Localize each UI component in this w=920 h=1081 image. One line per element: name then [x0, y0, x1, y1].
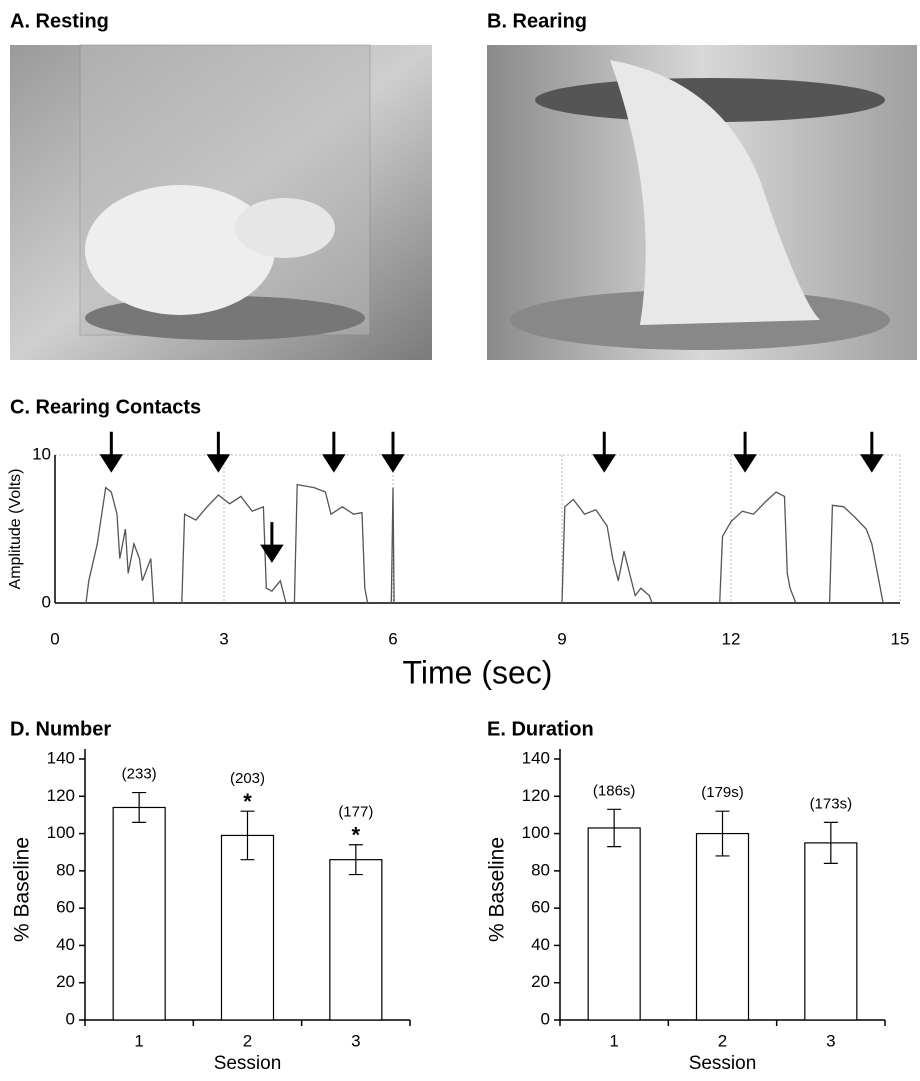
- panel-label: B. Rearing: [487, 10, 587, 32]
- x-tick-label: 1: [609, 1031, 618, 1050]
- y-axis-label: % Baseline: [11, 837, 34, 942]
- arrow: [860, 431, 884, 473]
- x-tick-label: 3: [351, 1031, 360, 1050]
- y-tick-label: 80: [531, 860, 550, 879]
- x-tick-label: 12: [722, 629, 741, 648]
- error-bar: [132, 791, 147, 823]
- panel-label: A. Resting: [10, 10, 109, 32]
- y-tick-label: 140: [522, 748, 550, 767]
- y-tick-label: 140: [47, 748, 75, 767]
- y-tick-label: 0: [42, 592, 51, 611]
- x-tick-label: 15: [891, 629, 910, 648]
- y-tick-label: 100: [522, 823, 550, 842]
- y-tick-label: 20: [56, 972, 75, 991]
- arrow: [322, 431, 346, 473]
- x-tick-label: 9: [557, 629, 566, 648]
- y-tick-label: 0: [66, 1009, 75, 1028]
- y-tick-label: 40: [56, 935, 75, 954]
- bar: [220, 834, 275, 1021]
- x-axis-label: Time (sec): [403, 654, 553, 690]
- count-label: (177): [338, 804, 373, 821]
- count-label: (186s): [593, 782, 636, 799]
- bar: [695, 832, 750, 1021]
- significance-mark: *: [352, 823, 361, 848]
- error-bar: [348, 844, 363, 876]
- chart-title: C. Rearing Contacts: [10, 396, 201, 418]
- x-tick-label: 3: [219, 629, 228, 648]
- y-tick-label: 120: [522, 786, 550, 805]
- y-tick-label: 20: [531, 972, 550, 991]
- count-label: (179s): [701, 784, 744, 801]
- arrow: [206, 431, 231, 473]
- photo-rearing: [487, 45, 917, 360]
- x-axis-label: Session: [689, 1053, 757, 1074]
- y-axis-label: % Baseline: [486, 837, 509, 942]
- arrow: [592, 431, 616, 473]
- x-tick-label: 0: [50, 629, 59, 648]
- error-bar: [823, 821, 838, 864]
- y-tick-label: 100: [47, 823, 75, 842]
- error-bar: [715, 810, 730, 857]
- y-tick-label: 60: [56, 898, 75, 917]
- error-bar: [240, 810, 255, 861]
- arrow: [99, 431, 124, 473]
- significance-mark: *: [243, 789, 252, 814]
- chart-title: E. Duration: [487, 718, 594, 740]
- y-tick-label: 60: [531, 898, 550, 917]
- bar: [329, 859, 383, 1021]
- y-tick-label: 120: [47, 786, 75, 805]
- count-label: (173s): [810, 795, 853, 812]
- x-axis-label: Session: [214, 1053, 282, 1074]
- arrow: [381, 431, 405, 473]
- y-tick-label: 0: [541, 1009, 550, 1028]
- count-label: (203): [230, 770, 265, 787]
- x-tick-label: 1: [134, 1031, 143, 1050]
- photo-resting: [10, 44, 432, 360]
- trace: [85, 483, 884, 604]
- count-label: (233): [122, 766, 157, 783]
- error-bar: [607, 808, 622, 848]
- bar: [112, 806, 166, 1021]
- chart-title: D. Number: [10, 718, 111, 740]
- y-tick-label: 40: [531, 935, 550, 954]
- x-tick-label: 2: [718, 1031, 727, 1050]
- x-tick-label: 6: [388, 629, 397, 648]
- bar: [587, 827, 641, 1021]
- bar: [804, 842, 858, 1021]
- arrow: [733, 431, 757, 473]
- y-tick-label: 80: [56, 860, 75, 879]
- x-tick-label: 2: [243, 1031, 252, 1050]
- arrow: [260, 522, 284, 563]
- x-tick-label: 3: [826, 1031, 835, 1050]
- y-tick-label: 10: [32, 444, 51, 463]
- y-axis-label: Amplitude (Volts): [7, 469, 24, 590]
